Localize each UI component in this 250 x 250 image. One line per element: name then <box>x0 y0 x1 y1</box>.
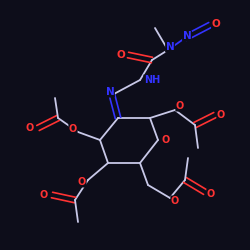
Text: O: O <box>217 110 225 120</box>
Text: O: O <box>171 196 179 206</box>
Text: O: O <box>162 135 170 145</box>
Text: O: O <box>212 19 220 29</box>
Text: O: O <box>176 101 184 111</box>
Text: O: O <box>116 50 126 60</box>
Text: N: N <box>106 87 114 97</box>
Text: O: O <box>26 123 34 133</box>
Text: N: N <box>166 42 174 52</box>
Text: O: O <box>78 177 86 187</box>
Text: N: N <box>182 31 192 41</box>
Text: NH: NH <box>144 75 160 85</box>
Text: O: O <box>207 189 215 199</box>
Text: O: O <box>40 190 48 200</box>
Text: O: O <box>69 124 77 134</box>
